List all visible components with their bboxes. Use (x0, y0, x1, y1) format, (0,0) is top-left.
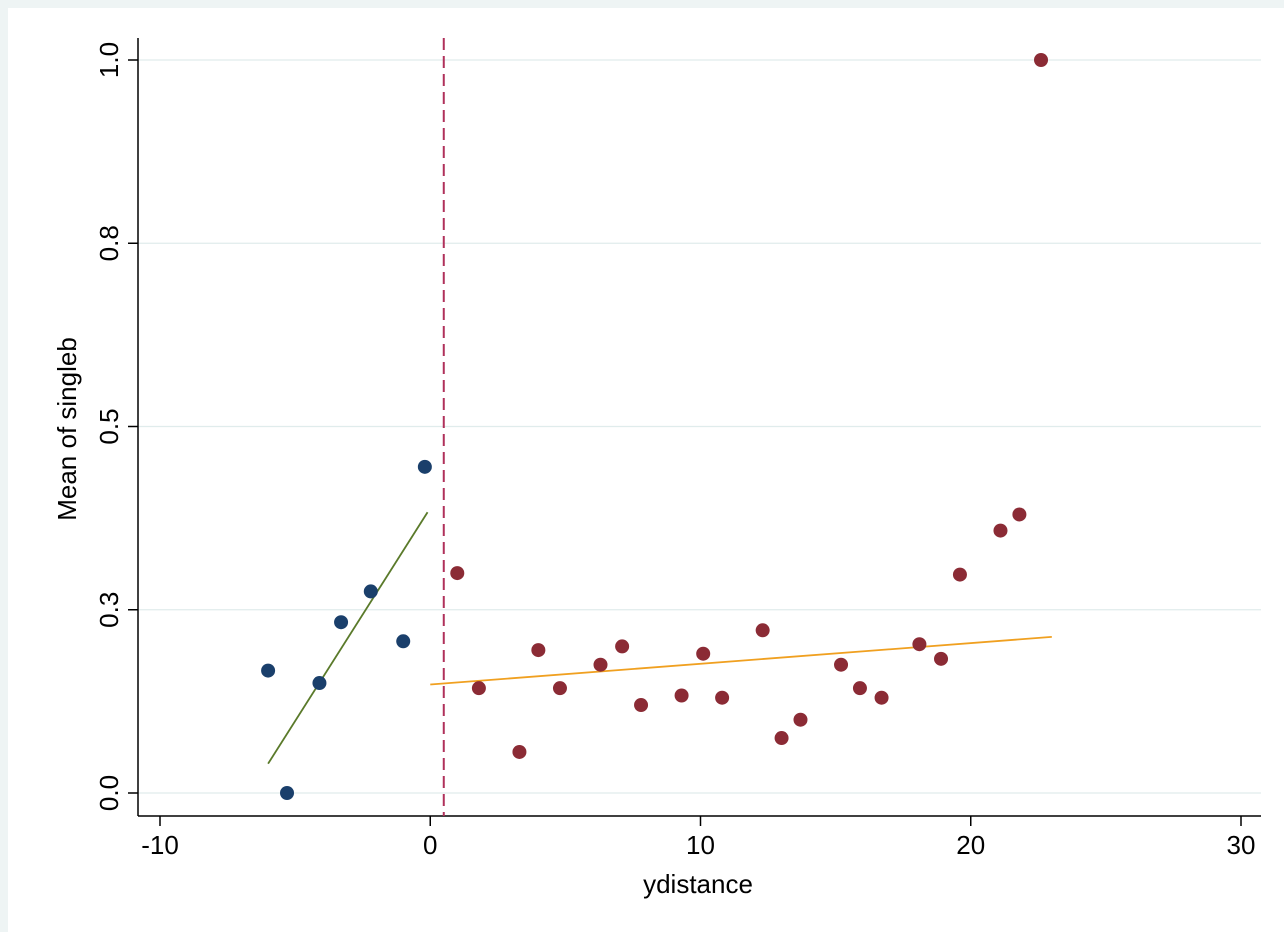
data-point (696, 646, 711, 661)
fit-lines (267, 511, 1052, 765)
fit-line (267, 511, 429, 765)
data-point (674, 688, 689, 703)
data-points (261, 53, 1049, 800)
data-point (363, 584, 378, 599)
x-tick-label: 20 (956, 830, 985, 860)
data-point (531, 643, 546, 658)
y-tick-label: 0.0 (94, 775, 124, 811)
data-point (280, 786, 295, 800)
x-axis-label: ydistance (643, 869, 753, 899)
data-point (912, 637, 927, 652)
data-point (261, 663, 276, 678)
x-tick-label: 10 (686, 830, 715, 860)
data-point (593, 657, 608, 672)
data-point (334, 615, 349, 630)
data-point (834, 657, 849, 672)
data-point (615, 639, 630, 654)
fit-line (430, 635, 1052, 686)
y-ticks: 0.0 0.3 0.5 0.8 1.0 (94, 42, 138, 811)
scatter-chart: -10 0 10 20 30 0.0 0.3 0.5 0.8 1.0 ydistance Mea… (52, 38, 1261, 899)
data-point (755, 623, 770, 638)
data-point (634, 698, 649, 713)
x-tick-label: 0 (423, 830, 437, 860)
data-point (852, 681, 867, 696)
data-point (1012, 507, 1027, 522)
y-tick-label: 0.8 (94, 225, 124, 261)
grid-lines (138, 59, 1261, 794)
data-point (552, 681, 567, 696)
data-point (512, 744, 527, 759)
data-point (417, 459, 432, 474)
y-axis-label: Mean of singleb (52, 337, 82, 521)
data-point (952, 567, 967, 582)
y-tick-label: 1.0 (94, 42, 124, 78)
data-point (396, 634, 411, 649)
data-point (993, 523, 1008, 538)
data-point (774, 731, 789, 746)
x-tick-label: 30 (1227, 830, 1256, 860)
x-tick-label: -10 (141, 830, 179, 860)
data-point (934, 651, 949, 666)
data-point (312, 676, 327, 691)
x-ticks: -10 0 10 20 30 (141, 816, 1255, 860)
data-point (793, 712, 808, 727)
data-point (450, 566, 465, 581)
data-point (1034, 53, 1049, 67)
data-point (715, 690, 730, 705)
y-tick-label: 0.3 (94, 592, 124, 628)
y-tick-label: 0.5 (94, 408, 124, 444)
chart-frame: -10 0 10 20 30 0.0 0.3 0.5 0.8 1.0 ydistance Mea… (8, 8, 1284, 932)
data-point (471, 681, 486, 696)
data-point (874, 690, 889, 705)
